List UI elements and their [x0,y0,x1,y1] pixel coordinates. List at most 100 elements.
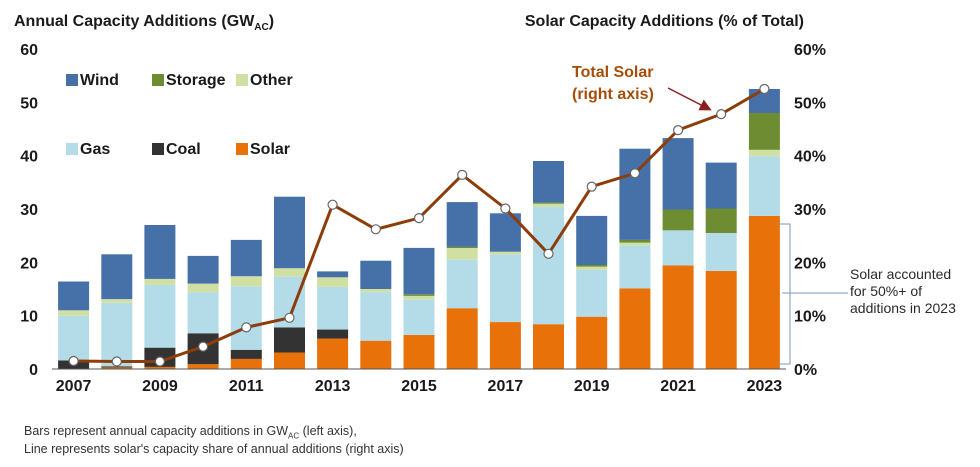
total-solar-point-2022 [716,108,727,120]
bar-gas-2007 [58,315,90,361]
bar-wind-2014 [360,260,392,289]
bar-gas-2014 [360,292,392,341]
bar-solar-2008 [101,367,133,369]
bar-solar-2018 [533,324,564,369]
bar-storage-2022 [705,208,737,233]
x-axis-tick-2011: 2011 [229,378,264,395]
bar-solar-2013 [317,338,349,369]
bar-wind-2007 [58,281,90,311]
bar-gas-2015 [403,299,435,335]
bar-gas-2018 [533,206,564,325]
total-solar-point-2010 [198,341,209,352]
total-solar-annotation-line1: Total Solar [572,64,654,81]
right-axis-tick-0%: 0% [794,362,817,379]
legend-label-storage: Storage [166,72,226,89]
footnote-line2: Line represents solar's capacity share o… [24,442,404,456]
bar-gas-2022 [705,233,737,271]
bar-gas-2008 [101,302,133,367]
right-axis-tick-50%: 50% [794,95,826,112]
bar-wind-2009 [144,225,176,279]
left-axis-tick-0: 0 [29,362,38,379]
footnote-line1: Bars represent annual capacity additions… [24,424,357,441]
bar-solar-2009 [144,366,176,369]
bar-solar-2010 [187,364,219,369]
bar-wind-2011 [230,239,262,277]
bar-other-2019 [576,266,608,270]
bar-other-2012 [274,268,305,277]
bar-wind-2010 [187,255,219,284]
total-solar-point-2009 [154,356,165,367]
solar-callout-line2: for 50%+ of [850,283,922,299]
bar-solar-2011 [230,358,262,369]
x-axis-tick-2017: 2017 [488,378,524,395]
bar-solar-2023 [748,215,780,369]
right-axis-tick-30%: 30% [794,202,826,219]
bar-wind-2021 [662,138,694,210]
bar-solar-2015 [403,334,435,369]
total-solar-point-2014 [370,224,381,235]
bar-solar-2020 [619,288,651,369]
bar-other-2013 [317,277,349,287]
bar-wind-2016 [446,202,478,247]
right-axis-tick-60%: 60% [794,42,826,59]
bar-solar-2014 [360,340,392,369]
left-axis-tick-30: 30 [20,202,38,219]
left-axis-tick-20: 20 [20,255,38,272]
bar-other-2018 [533,203,564,207]
total-solar-point-2016 [457,169,468,180]
bar-wind-2008 [101,254,133,300]
bar-gas-2010 [187,292,219,334]
bar-coal-2008 [101,366,133,368]
bar-gas-2019 [576,269,608,317]
x-axis-tick-2019: 2019 [574,378,610,395]
total-solar-point-2023 [759,83,770,95]
bar-storage-2020 [619,239,651,243]
x-axis-tick-2013: 2013 [315,378,351,395]
bar-other-2011 [230,276,262,287]
bar-other-2009 [144,278,176,285]
bar-coal-2012 [274,327,305,353]
bar-gas-2017 [489,254,521,322]
right-axis-title: Solar Capacity Additions (% of Total) [524,13,804,30]
bar-gas-2013 [317,286,349,330]
total-solar-point-2020 [629,168,641,179]
bar-storage-2015 [403,294,435,296]
bar-wind-2022 [705,162,737,209]
total-solar-point-2018 [543,248,554,259]
bar-solar-2022 [705,270,737,369]
x-axis-tick-2023: 2023 [747,378,783,395]
bar-gas-2016 [446,259,478,309]
bar-storage-2023 [748,113,780,150]
x-axis-tick-2007: 2007 [56,378,92,395]
bar-gas-2011 [230,286,262,350]
total-solar-arrow [667,87,712,111]
right-axis-tick-40%: 40% [794,149,826,166]
total-solar-point-2007 [68,355,79,367]
bar-solar-2016 [446,308,478,369]
legend-swatch-other [236,74,248,86]
legend-swatch-gas [66,143,78,155]
left-axis-tick-40: 40 [20,149,38,166]
total-solar-point-2008 [111,356,122,367]
bar-gas-2020 [619,245,651,289]
solar-share-bracket [778,223,791,365]
x-axis-tick-2009: 2009 [142,378,178,395]
total-solar-point-2013 [327,199,338,210]
legend-label-gas: Gas [80,141,110,158]
bar-coal-2011 [230,349,262,359]
total-solar-annotation-line2: (right axis) [572,86,654,103]
left-axis-tick-50: 50 [20,95,38,112]
bar-wind-2013 [317,271,349,278]
x-axis-tick-2015: 2015 [401,378,437,395]
bar-other-2020 [619,242,651,246]
bar-other-2023 [748,149,780,157]
bar-other-2017 [489,251,521,255]
right-axis-tick-10%: 10% [794,309,826,326]
x-axis-tick-2021: 2021 [660,378,696,395]
bar-storage-2019 [576,265,608,267]
legend-swatch-storage [152,74,164,86]
total-solar-point-2019 [586,181,597,192]
bar-wind-2015 [403,247,435,295]
bar-gas-2021 [662,230,694,266]
